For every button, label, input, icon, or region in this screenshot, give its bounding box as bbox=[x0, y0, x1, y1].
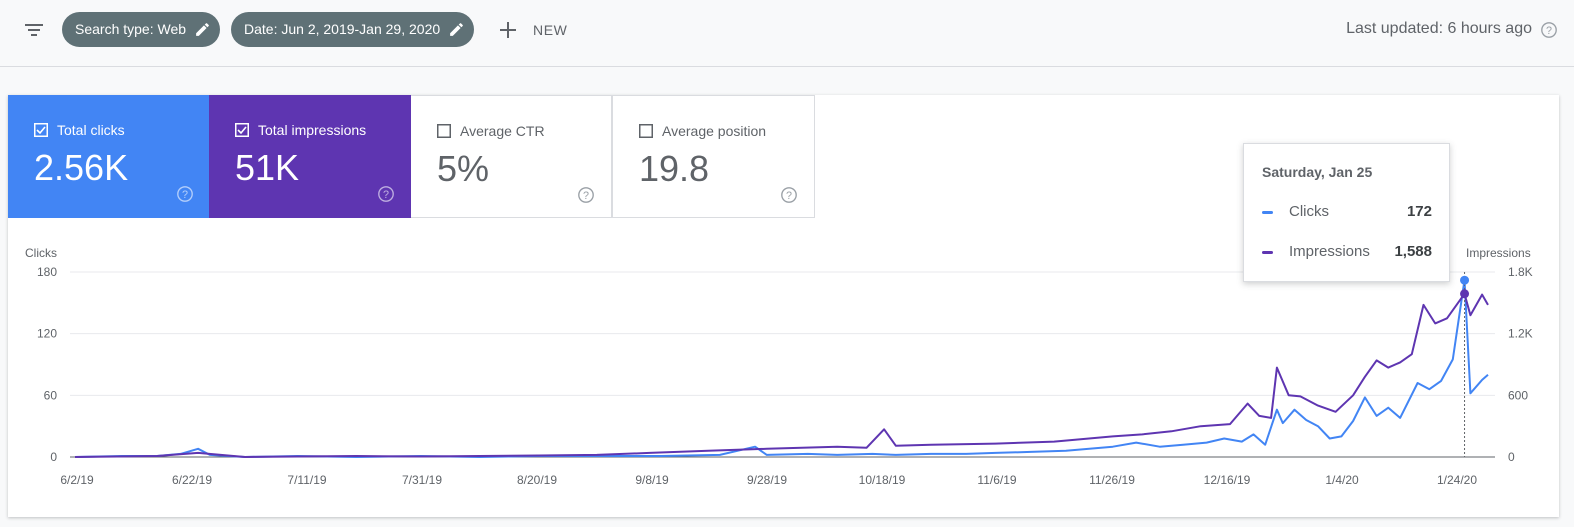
filter-toolbar: Search type: Web Date: Jun 2, 2019-Jan 2… bbox=[0, 0, 1574, 67]
x-tick-label: 11/26/19 bbox=[1089, 473, 1135, 487]
help-icon[interactable]: ? bbox=[1540, 21, 1558, 39]
svg-text:?: ? bbox=[182, 189, 188, 201]
svg-text:?: ? bbox=[786, 190, 792, 202]
tooltip-value: 172 bbox=[1406, 203, 1432, 220]
x-tick-label: 1/24/20 bbox=[1437, 473, 1477, 487]
x-tick-label: 6/22/19 bbox=[172, 473, 212, 487]
y-axis-title-right: Impressions bbox=[1466, 246, 1531, 260]
y-tick-label-left: 0 bbox=[50, 450, 57, 464]
chart-tooltip: Saturday, Jan 25 Clicks 172 Impressions … bbox=[1243, 143, 1450, 282]
series-line-impressions bbox=[74, 292, 1489, 458]
filter-icon[interactable] bbox=[22, 18, 46, 42]
checkbox-unchecked-icon[interactable] bbox=[639, 124, 653, 138]
tooltip-row-clicks: Clicks 172 bbox=[1262, 203, 1432, 223]
checkbox-checked-icon[interactable] bbox=[34, 123, 48, 137]
metric-value: 19.8 bbox=[639, 148, 710, 189]
last-updated-text: Last updated: 6 hours ago bbox=[1346, 20, 1532, 37]
search-type-chip-label: Search type: Web bbox=[75, 21, 187, 37]
help-icon[interactable]: ? bbox=[780, 186, 798, 204]
metric-label: Average CTR bbox=[460, 123, 545, 139]
edit-pencil-icon bbox=[450, 23, 464, 36]
checkbox-checked-icon[interactable] bbox=[235, 123, 249, 137]
metric-average-position[interactable]: Average position 19.8 ? bbox=[612, 95, 815, 218]
tooltip-row-impressions: Impressions 1,588 bbox=[1262, 243, 1432, 263]
x-tick-label: 8/20/19 bbox=[517, 473, 557, 487]
new-filter-label: NEW bbox=[533, 22, 568, 38]
y-axis-title-left: Clicks bbox=[25, 246, 57, 260]
y-tick-label-right: 1.2K bbox=[1508, 327, 1533, 341]
help-icon[interactable]: ? bbox=[377, 185, 395, 203]
x-tick-label: 7/11/19 bbox=[287, 473, 326, 487]
checkbox-unchecked-icon[interactable] bbox=[437, 124, 451, 138]
help-icon[interactable]: ? bbox=[577, 186, 595, 204]
search-type-chip[interactable]: Search type: Web bbox=[62, 12, 221, 47]
date-range-chip-label: Date: Jun 2, 2019-Jan 29, 2020 bbox=[244, 21, 441, 37]
metric-label: Total impressions bbox=[258, 122, 367, 138]
edit-pencil-icon bbox=[196, 23, 209, 36]
y-tick-label-left: 60 bbox=[44, 388, 58, 402]
impressions-legend-swatch bbox=[1262, 251, 1273, 254]
y-tick-label-right: 1.8K bbox=[1508, 265, 1533, 279]
clicks-legend-swatch bbox=[1262, 211, 1273, 214]
tooltip-value: 1,588 bbox=[1394, 243, 1432, 260]
metric-value: 5% bbox=[437, 148, 490, 189]
x-tick-label: 10/18/19 bbox=[859, 473, 906, 487]
y-tick-label-left: 180 bbox=[37, 265, 57, 279]
metric-total-impressions[interactable]: Total impressions 51K ? bbox=[209, 95, 411, 218]
x-tick-label: 6/2/19 bbox=[60, 473, 94, 487]
svg-text:?: ? bbox=[583, 190, 589, 202]
plus-icon bbox=[500, 22, 516, 38]
metric-label: Total clicks bbox=[57, 122, 125, 138]
x-tick-label: 9/28/19 bbox=[747, 473, 787, 487]
metric-average-ctr[interactable]: Average CTR 5% ? bbox=[411, 95, 612, 218]
y-tick-label-right: 0 bbox=[1508, 450, 1515, 464]
svg-text:?: ? bbox=[1546, 25, 1552, 37]
hover-point-clicks bbox=[1460, 275, 1470, 285]
date-range-chip[interactable]: Date: Jun 2, 2019-Jan 29, 2020 bbox=[231, 12, 475, 47]
x-tick-label: 1/4/20 bbox=[1325, 473, 1359, 487]
tooltip-date: Saturday, Jan 25 bbox=[1262, 164, 1373, 180]
help-icon[interactable]: ? bbox=[176, 185, 194, 203]
tooltip-label: Impressions bbox=[1289, 243, 1370, 260]
metric-total-clicks[interactable]: Total clicks 2.56K ? bbox=[8, 95, 210, 218]
y-tick-label-right: 600 bbox=[1508, 388, 1528, 402]
metric-label: Average position bbox=[662, 123, 767, 139]
x-tick-label: 11/6/19 bbox=[977, 473, 1016, 487]
tooltip-label: Clicks bbox=[1289, 203, 1329, 220]
metric-value: 2.56K bbox=[34, 147, 129, 188]
x-tick-label: 9/8/19 bbox=[635, 473, 669, 487]
hover-point-impressions bbox=[1460, 289, 1470, 299]
x-tick-label: 7/31/19 bbox=[402, 473, 442, 487]
y-tick-label-left: 120 bbox=[37, 327, 57, 341]
metric-value: 51K bbox=[235, 147, 300, 188]
x-tick-label: 12/16/19 bbox=[1204, 473, 1251, 487]
svg-text:?: ? bbox=[383, 189, 389, 201]
